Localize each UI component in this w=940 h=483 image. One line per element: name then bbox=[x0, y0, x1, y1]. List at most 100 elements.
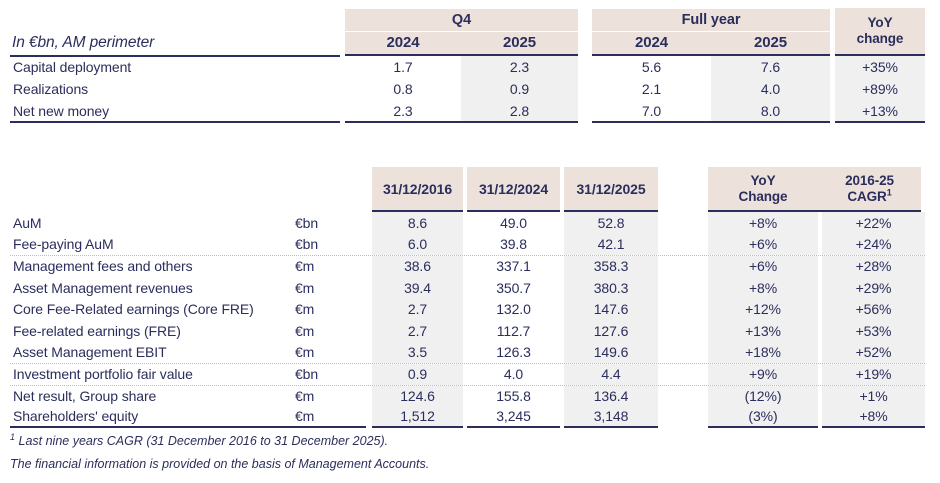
date-2024-column-header: 31/12/2024 bbox=[467, 167, 560, 212]
cagr-header-line2: CAGR1 bbox=[847, 187, 892, 204]
row-label: Fee-paying AuM bbox=[13, 236, 114, 253]
cagr-header-line1: 2016-25 bbox=[845, 172, 894, 188]
value-cell: 39.8 bbox=[500, 236, 527, 253]
unit-cell: €m bbox=[295, 279, 315, 296]
table-row: Capital deployment 1.7 2.3 5.6 7.6 +35% bbox=[10, 55, 925, 79]
unit-cell: €bn bbox=[295, 236, 319, 253]
row-label: Management fees and others bbox=[13, 258, 193, 275]
table-row: Management fees and others €m 38.6 337.1… bbox=[10, 255, 925, 277]
value-cell: 4.4 bbox=[564, 364, 658, 385]
value-cell: +52% bbox=[822, 341, 925, 364]
row-label: Asset Management EBIT bbox=[13, 344, 167, 361]
value-cell: +6% bbox=[708, 233, 818, 256]
unit-cell: €m bbox=[295, 344, 315, 361]
row-label: Realizations bbox=[13, 81, 89, 98]
column-gap bbox=[658, 386, 708, 407]
value-cell: 2.8 bbox=[461, 100, 578, 123]
table-row: Asset Management EBIT €m 3.5 126.3 149.6… bbox=[10, 341, 925, 364]
footnote-text: The financial information is provided on… bbox=[10, 457, 430, 471]
footnote-cagr: 1 Last nine years CAGR (31 December 2016… bbox=[10, 432, 389, 448]
yoy-header-line2: Change bbox=[738, 188, 788, 204]
bottom-table-body: AuM €bn 8.6 49.0 52.8 +8% +22% Fee-payin… bbox=[10, 212, 925, 428]
table-row: AuM €bn 8.6 49.0 52.8 +8% +22% bbox=[10, 212, 925, 234]
unit-cell: €m bbox=[295, 388, 315, 405]
value-cell: +35% bbox=[835, 55, 925, 78]
table-row: Fee-paying AuM €bn 6.0 39.8 42.1 +6% +24… bbox=[10, 233, 925, 256]
row-label: Asset Management revenues bbox=[13, 279, 193, 296]
value-cell: 6.0 bbox=[372, 233, 463, 256]
table-row: Net result, Group share €m 124.6 155.8 1… bbox=[10, 384, 925, 407]
table-row: Net new money 2.3 2.8 7.0 8.0 +13% bbox=[10, 100, 925, 124]
value-cell: 4.0 bbox=[711, 78, 830, 101]
value-cell: 3,245 bbox=[467, 406, 560, 428]
value-cell: 7.6 bbox=[711, 55, 830, 78]
unit-cell: €bn bbox=[295, 366, 319, 383]
date-2016-column-header: 31/12/2016 bbox=[372, 167, 463, 212]
value-cell: 7.0 bbox=[592, 101, 711, 123]
value-cell: (12%) bbox=[708, 385, 818, 407]
cagr-column-header: 2016-25 CAGR1 bbox=[818, 167, 921, 212]
q4-2025-year-header: 2025 bbox=[461, 32, 578, 56]
table-row: Shareholders' equity €m 1,512 3,245 3,14… bbox=[10, 406, 925, 428]
value-cell: 8.0 bbox=[711, 100, 830, 123]
value-cell: 2.7 bbox=[372, 298, 463, 320]
yoy-header-line2: change bbox=[856, 30, 904, 46]
unit-cell: €m bbox=[292, 406, 366, 428]
column-gap bbox=[658, 234, 708, 256]
yoy-header-line1: YoY bbox=[867, 14, 893, 30]
value-cell: 52.8 bbox=[564, 212, 658, 234]
value-cell: +6% bbox=[708, 256, 818, 277]
yoy-change-column-header: YoY change bbox=[835, 8, 925, 56]
value-cell: 3.5 bbox=[372, 341, 463, 364]
value-cell: +12% bbox=[708, 298, 818, 320]
column-gap bbox=[658, 298, 708, 320]
row-label: Capital deployment bbox=[13, 58, 132, 75]
column-gap bbox=[578, 56, 592, 79]
value-cell: 1,512 bbox=[372, 406, 463, 428]
value-cell: +9% bbox=[708, 364, 818, 385]
fy-2025-year-header: 2025 bbox=[711, 32, 830, 56]
header-spacer bbox=[10, 167, 292, 212]
value-cell: 127.6 bbox=[564, 319, 658, 342]
column-gap bbox=[578, 78, 592, 101]
q4-group-header: Q4 bbox=[345, 9, 578, 31]
value-cell: 8.6 bbox=[372, 212, 463, 234]
value-cell: 0.9 bbox=[461, 78, 578, 101]
key-financials-table: 31/12/2016 31/12/2024 31/12/2025 YoY Cha… bbox=[10, 167, 925, 428]
value-cell: 2.3 bbox=[461, 55, 578, 78]
row-label: Net new money bbox=[10, 101, 340, 123]
value-cell: 350.7 bbox=[496, 279, 531, 296]
value-cell: +29% bbox=[822, 276, 925, 299]
value-cell: 39.4 bbox=[372, 276, 463, 299]
column-gap bbox=[658, 212, 708, 234]
value-cell: +19% bbox=[822, 364, 925, 385]
header-spacer bbox=[10, 8, 340, 32]
header-spacer bbox=[292, 167, 366, 212]
column-gap bbox=[578, 32, 592, 56]
value-cell: 1.7 bbox=[393, 58, 413, 75]
value-cell: +18% bbox=[708, 341, 818, 364]
unit-cell: €m bbox=[295, 301, 315, 318]
value-cell: 2.3 bbox=[345, 101, 461, 123]
row-label: AuM bbox=[13, 214, 42, 231]
value-cell: 3,148 bbox=[564, 406, 658, 428]
row-label: Core Fee-Related earnings (Core FRE) bbox=[13, 301, 254, 318]
footnote-text: Last nine years CAGR (31 December 2016 t… bbox=[15, 434, 389, 448]
value-cell: +8% bbox=[822, 406, 925, 428]
column-gap bbox=[658, 167, 708, 212]
column-gap bbox=[578, 101, 592, 124]
value-cell: 126.3 bbox=[496, 344, 531, 361]
table-row: Fee-related earnings (FRE) €m 2.7 112.7 … bbox=[10, 319, 925, 342]
bottom-table-header: 31/12/2016 31/12/2024 31/12/2025 YoY Cha… bbox=[10, 167, 925, 212]
top-table-header: Q4 Full year 2024 2025 2024 2025 In €bn,… bbox=[10, 8, 925, 57]
value-cell: +28% bbox=[822, 256, 925, 277]
row-label: Net result, Group share bbox=[13, 388, 157, 405]
full-year-group-header: Full year bbox=[592, 9, 830, 31]
footnote-management-accounts: The financial information is provided on… bbox=[10, 457, 429, 471]
value-cell: 0.8 bbox=[393, 81, 413, 98]
row-label: Investment portfolio fair value bbox=[13, 366, 193, 383]
table-row: Investment portfolio fair value €bn 0.9 … bbox=[10, 363, 925, 385]
column-gap bbox=[658, 364, 708, 385]
footnote-marker: 1 bbox=[886, 187, 892, 197]
column-gap bbox=[658, 277, 708, 299]
